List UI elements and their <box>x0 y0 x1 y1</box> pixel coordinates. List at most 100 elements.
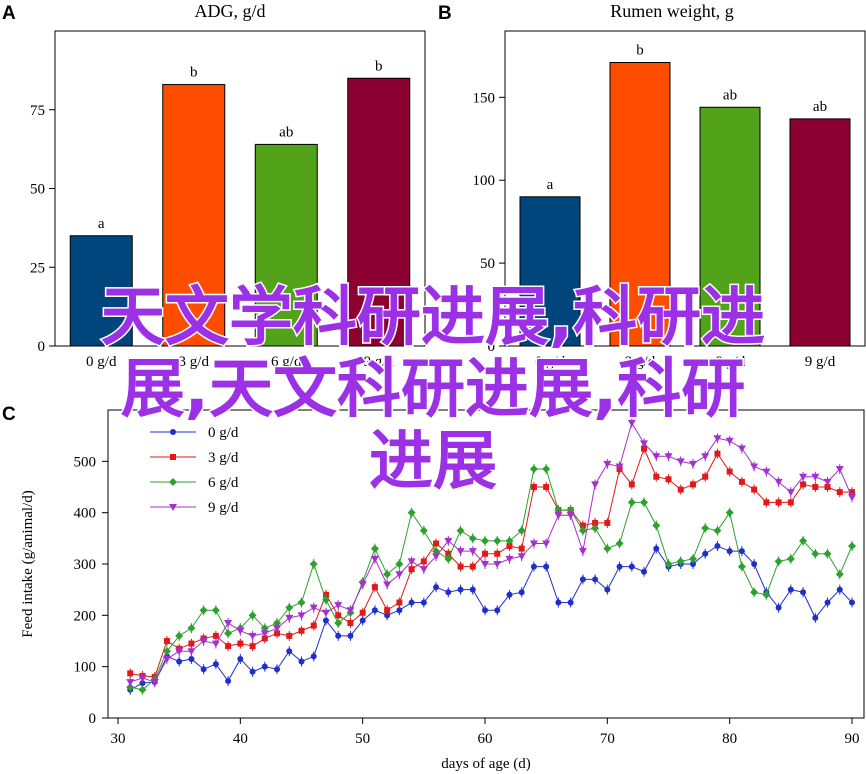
panel-c-lines: 30 40 50 60 70 80 90 0 100 200 300 400 500 <box>74 417 860 747</box>
panel-a-title: ADG, g/d <box>195 1 266 21</box>
data-point <box>175 631 184 640</box>
data-point <box>640 498 649 507</box>
data-point <box>702 550 709 557</box>
legend-label: 3 g/d <box>208 450 239 466</box>
data-point <box>358 581 367 589</box>
data-point <box>469 586 476 593</box>
data-point <box>126 683 135 692</box>
data-point <box>456 526 465 535</box>
y-axis-label: Feed intake (g/animal/d) <box>20 490 36 637</box>
data-point <box>579 576 586 583</box>
data-point <box>726 548 733 555</box>
data-point <box>261 635 268 642</box>
data-point <box>751 486 758 493</box>
data-point <box>835 570 844 579</box>
data-point <box>432 553 441 561</box>
bar <box>789 118 851 347</box>
data-point <box>310 653 317 660</box>
data-point <box>505 555 514 563</box>
data-point <box>445 589 452 596</box>
data-point <box>481 536 489 545</box>
data-point <box>310 622 317 629</box>
y-tick-label: 75 <box>30 103 45 119</box>
significance-letter: a <box>98 216 105 232</box>
data-point <box>212 632 219 639</box>
data-point <box>542 465 551 474</box>
data-point <box>420 599 427 606</box>
bar <box>519 196 581 347</box>
data-point <box>420 558 427 565</box>
significance-letter: ab <box>813 99 827 115</box>
data-point <box>407 508 416 517</box>
data-point <box>641 445 648 452</box>
data-point <box>260 630 269 638</box>
data-point <box>297 612 306 620</box>
data-point <box>517 553 526 561</box>
data-point <box>628 481 635 488</box>
panel-b-bars: 0 50 100 150 a 0 g/d b 3 g/d ab 6 g/d ab 9 g/d <box>473 43 851 370</box>
data-point <box>433 540 440 547</box>
x-tick-label: 3 g/d <box>179 354 210 370</box>
data-point <box>603 544 612 553</box>
data-point <box>335 632 342 639</box>
data-point <box>627 419 636 427</box>
data-point <box>224 629 233 638</box>
data-point <box>370 544 379 553</box>
data-point <box>628 563 635 570</box>
data-point <box>616 563 623 570</box>
data-point <box>849 489 855 496</box>
data-point <box>395 571 404 579</box>
y-tick-label: 100 <box>74 660 97 676</box>
data-point <box>848 494 856 502</box>
data-point <box>787 499 794 506</box>
y-tick-label: 500 <box>74 454 97 470</box>
bar <box>347 77 411 347</box>
panel-b-frame <box>504 30 866 347</box>
data-point <box>370 555 379 563</box>
data-point <box>237 640 244 647</box>
data-point <box>737 445 746 453</box>
data-point <box>676 557 685 566</box>
data-point <box>823 478 832 486</box>
x-tick-label: 6 g/d <box>271 354 302 370</box>
data-point <box>762 590 771 599</box>
data-point <box>249 668 256 675</box>
data-point <box>652 453 661 461</box>
data-point <box>285 603 294 612</box>
data-point <box>371 584 378 591</box>
x-tick-label: 70 <box>600 731 615 747</box>
series-3-g-d <box>127 443 855 682</box>
data-point <box>169 504 177 511</box>
data-point <box>199 606 208 615</box>
panel-c: C days of age (d) Feed intake (g/animal/… <box>2 404 865 772</box>
data-point <box>714 450 721 457</box>
data-point <box>248 632 257 640</box>
bar <box>162 84 226 347</box>
data-point <box>139 680 146 687</box>
data-point <box>237 655 244 662</box>
data-point <box>456 548 465 556</box>
data-point <box>126 679 135 687</box>
data-point <box>199 638 208 645</box>
data-point <box>579 522 586 529</box>
panel-label-c: C <box>2 404 16 425</box>
data-point <box>529 540 538 548</box>
panel-b-title: Rumen weight, g <box>610 1 734 21</box>
bar <box>609 62 671 347</box>
data-point <box>689 481 696 488</box>
data-point <box>170 429 176 435</box>
y-tick-label: 50 <box>480 256 495 272</box>
data-point <box>285 614 294 622</box>
data-point <box>688 460 697 468</box>
data-point <box>407 558 416 566</box>
data-point <box>603 460 612 468</box>
data-point <box>347 620 354 627</box>
data-point <box>162 647 171 656</box>
data-point <box>273 625 282 633</box>
data-point <box>591 481 600 489</box>
y-tick-label: 400 <box>74 506 97 522</box>
panel-label-a: A <box>2 3 16 24</box>
data-point <box>554 512 563 520</box>
data-point <box>762 468 771 476</box>
panel-label-b: B <box>438 3 452 24</box>
